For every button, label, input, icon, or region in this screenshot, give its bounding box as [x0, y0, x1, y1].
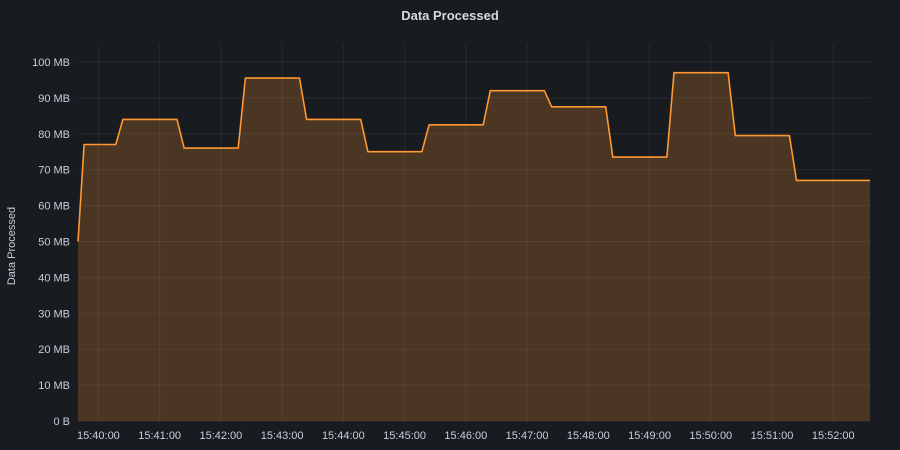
x-tick-label: 15:44:00	[322, 430, 365, 442]
y-tick-label: 90 MB	[38, 93, 70, 105]
x-tick-label: 15:48:00	[567, 430, 610, 442]
x-tick-label: 15:41:00	[138, 430, 181, 442]
series-line	[77, 71, 870, 242]
x-tick-label: 15:43:00	[261, 430, 304, 442]
y-tick-label: 0 B	[53, 416, 70, 428]
y-tick-label: 100 MB	[32, 57, 70, 69]
x-tick-label: 15:46:00	[444, 430, 487, 442]
y-tick-label: 80 MB	[38, 129, 70, 141]
grid	[78, 44, 870, 422]
y-tick-label: 50 MB	[38, 236, 70, 248]
axes: 0 B 10 MB 20 MB 30 MB 40 MB 50 MB 60 MB 70 MB 80…	[32, 57, 855, 442]
y-tick-label: 60 MB	[38, 201, 70, 213]
x-tick-label: 15:45:00	[383, 430, 426, 442]
x-tick-label: 15:50:00	[689, 430, 732, 442]
series-area-fill	[78, 72, 870, 421]
x-tick-label: 15:49:00	[628, 430, 671, 442]
y-tick-label: 40 MB	[38, 272, 70, 284]
x-tick-label: 15:47:00	[506, 430, 549, 442]
y-tick-label: 20 MB	[38, 344, 70, 356]
x-tick-label: 15:52:00	[812, 430, 855, 442]
x-tick-label: 15:42:00	[199, 430, 242, 442]
chart-title: Data Processed	[401, 8, 499, 23]
y-tick-label: 10 MB	[38, 380, 70, 392]
y-tick-label: 70 MB	[38, 165, 70, 177]
series-area	[77, 71, 870, 421]
x-tick-label: 15:40:00	[77, 430, 120, 442]
x-tick-label: 15:51:00	[751, 430, 794, 442]
y-tick-label: 30 MB	[38, 308, 70, 320]
